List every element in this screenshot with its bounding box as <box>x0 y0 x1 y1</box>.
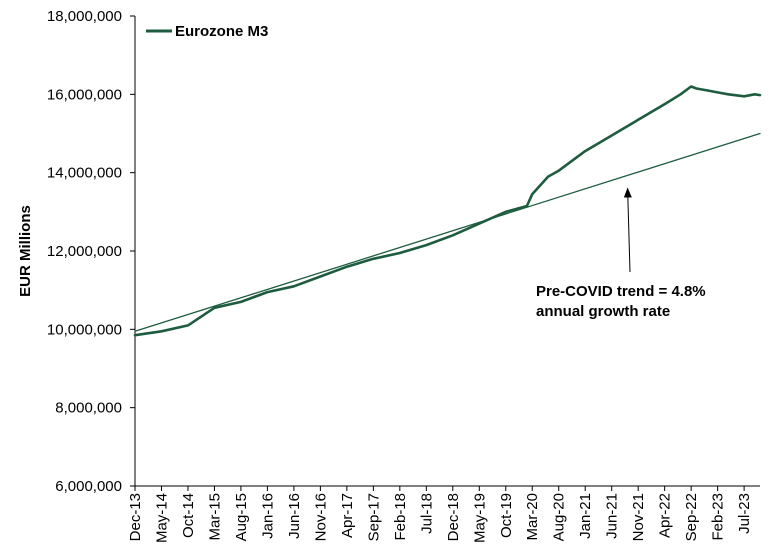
legend-label: Eurozone M3 <box>175 23 268 40</box>
x-tick-label: Feb-23 <box>710 493 727 541</box>
x-tick-label: Aug-15 <box>233 493 250 541</box>
y-tick-label: 16,000,000 <box>47 86 122 103</box>
y-tick-label: 6,000,000 <box>55 478 122 495</box>
x-tick-label: Sep-17 <box>365 493 382 541</box>
x-tick-label: Apr-22 <box>657 493 674 538</box>
series-layer <box>133 85 762 337</box>
x-tick-label: Dec-18 <box>445 493 462 541</box>
x-tick-label: Apr-17 <box>339 493 356 538</box>
y-tick-label: 10,000,000 <box>47 321 122 338</box>
x-tick-label: Jan-16 <box>259 493 276 539</box>
x-tick-label: Jan-21 <box>577 493 594 539</box>
x-tick-label: Feb-18 <box>392 493 409 541</box>
x-tick-label: Mar-15 <box>206 493 223 541</box>
x-tick-label: Sep-22 <box>683 493 700 541</box>
y-tick-label: 12,000,000 <box>47 243 122 260</box>
x-tick-label: Nov-16 <box>312 493 329 541</box>
x-tick-label: Nov-21 <box>630 493 647 541</box>
y-tick-label: 18,000,000 <box>47 8 122 25</box>
x-tick-label: Jun-16 <box>286 493 303 539</box>
x-tick-label: May-19 <box>471 493 488 543</box>
x-tick-label: Mar-20 <box>524 493 541 541</box>
y-tick-label: 8,000,000 <box>55 400 122 417</box>
x-tick-label: Oct-19 <box>498 493 515 538</box>
y-tick-label: 14,000,000 <box>47 165 122 182</box>
x-tick-label: Jul-18 <box>418 493 435 534</box>
x-tick-label: Jun-21 <box>604 493 621 539</box>
legend: Eurozone M3 <box>146 23 268 40</box>
y-axis-ticks: 6,000,000 8,000,000 10,000,000 12,000,000 14… <box>47 8 135 495</box>
x-tick-label: Dec-13 <box>127 493 144 541</box>
annotation-line2: annual growth rate <box>536 303 670 320</box>
annotation-line1: Pre-COVID trend = 4.8% <box>536 283 706 300</box>
annotation-arrow <box>623 187 632 273</box>
series-line-pre-covid-trend <box>134 132 761 332</box>
trend-annotation: Pre-COVID trend = 4.8% annual growth rat… <box>536 187 706 320</box>
series-line-eurozone-m3 <box>133 85 762 337</box>
y-axis-title: EUR Millions <box>17 205 34 297</box>
x-axis-ticks: Dec-13 May-14 Oct-14 Mar-15 Aug-15 Jan-16 Jun-… <box>127 486 753 543</box>
x-tick-label: Aug-20 <box>551 493 568 541</box>
x-tick-label: Oct-14 <box>180 493 197 538</box>
x-tick-label: May-14 <box>153 493 170 543</box>
x-tick-label: Jul-23 <box>736 493 753 534</box>
